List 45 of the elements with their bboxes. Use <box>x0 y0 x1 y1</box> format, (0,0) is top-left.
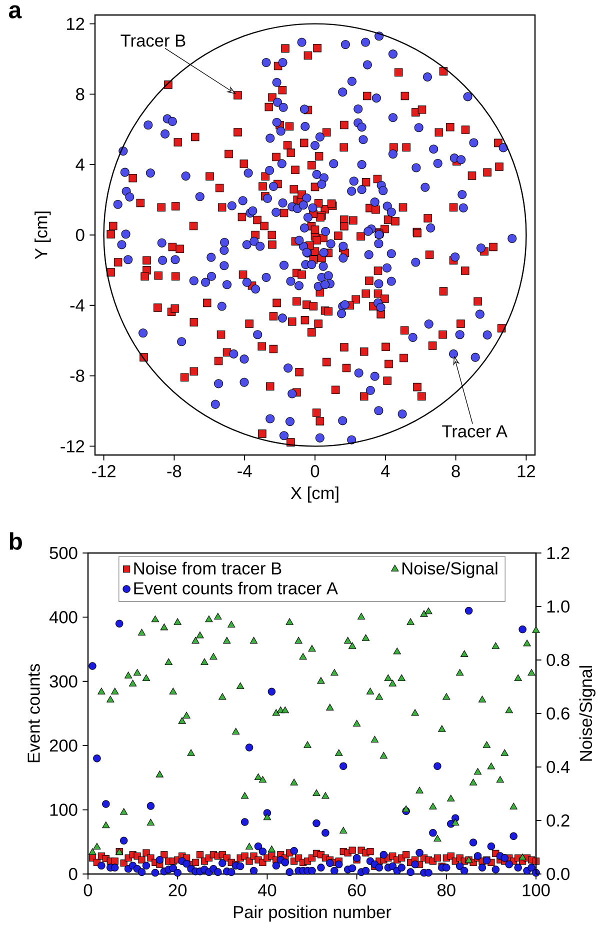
x-tick-label: 80 <box>438 884 456 896</box>
x-tick-label: -8 <box>167 465 182 478</box>
y2-tick-label: 0.2 <box>546 814 570 827</box>
y-tick-label: 500 <box>50 546 78 560</box>
x-tick-label: 0 <box>84 884 92 896</box>
y2-tick-label: 1.0 <box>547 600 570 613</box>
y-tick-label: -8 <box>70 370 84 382</box>
x-axis-title: Pair position number <box>234 905 392 922</box>
x-axis-title: X [cm] <box>290 486 338 503</box>
y-tick-label: 0 <box>76 228 84 242</box>
y-tick-label: -12 <box>60 440 84 452</box>
legend-label: Event counts from tracer A <box>134 582 338 594</box>
chart-title: b <box>10 532 22 550</box>
x-tick-label: 20 <box>168 884 187 896</box>
y-tick-label: 8 <box>76 88 84 100</box>
y-tick-label: 200 <box>50 739 78 752</box>
y-axis-title: Event counts <box>28 664 40 762</box>
legend-label: Noise/Signal <box>402 562 498 578</box>
y2-tick-label: 0.4 <box>546 760 570 774</box>
y-tick-label: 100 <box>50 804 78 816</box>
y2-tick-label: 1.2 <box>547 546 570 560</box>
x-tick-label: -12 <box>92 465 116 478</box>
y-axis-title: Y [cm] <box>34 212 51 260</box>
y-tick-label: 300 <box>50 675 78 688</box>
x-tick-label: 100 <box>522 884 550 896</box>
y-tick-label: 4 <box>76 158 84 171</box>
x-tick-label: 0 <box>310 465 320 478</box>
y2-tick-label: 0.6 <box>546 707 570 720</box>
y-tick-label: 400 <box>49 611 78 624</box>
x-tick-label: 60 <box>348 884 366 896</box>
x-tick-label: 4 <box>380 465 390 477</box>
chart-title: a <box>8 5 22 18</box>
y-tick-label: 0 <box>68 868 78 880</box>
x-tick-label: 8 <box>452 465 460 478</box>
y2-tick-label: 0.8 <box>546 654 570 666</box>
y-tick-label: -4 <box>70 299 84 312</box>
y2-axis-title: Noise/Signal <box>579 666 596 761</box>
legend-label: Noise from tracer B <box>134 562 282 575</box>
annotation: Tracer B <box>120 34 186 47</box>
x-tick-label: 40 <box>258 884 276 896</box>
x-tick-label: 12 <box>518 465 535 478</box>
x-tick-label: -4 <box>238 465 252 477</box>
annotation: Tracer A <box>442 425 508 438</box>
y2-tick-label: 0.0 <box>546 868 570 880</box>
y-tick-label: 12 <box>66 18 84 30</box>
